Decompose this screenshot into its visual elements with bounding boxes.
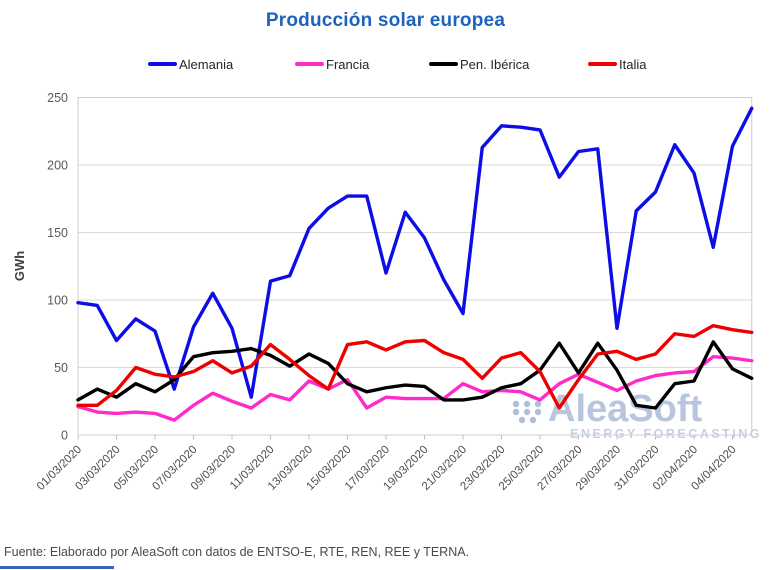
- source-note: Fuente: Elaborado por AleaSoft con datos…: [4, 545, 470, 559]
- legend-label: Pen. Ibérica: [460, 56, 530, 72]
- y-tick-label: 200: [47, 159, 68, 173]
- legend-label: Italia: [619, 56, 647, 72]
- aleasoft-watermark: AleaSoft: [548, 388, 702, 430]
- watermark-dots-icon: [518, 416, 526, 424]
- series-line-francia: [76, 355, 754, 422]
- legend-label: Alemania: [179, 56, 234, 72]
- legend-label: Francia: [326, 56, 370, 72]
- legend-item-pen-iberica: Pen. Ibérica: [429, 56, 529, 72]
- bottom-accent-line: [0, 566, 114, 569]
- y-tick-label: 0: [61, 429, 68, 443]
- watermark-dots-icon: [529, 416, 537, 424]
- series-line-italia: [76, 323, 754, 410]
- legend-swatch-italia: [588, 62, 617, 66]
- watermark-dots-icon: [512, 400, 520, 408]
- legend-swatch-alemania: [148, 62, 177, 66]
- watermark-dots-icon: [523, 408, 531, 416]
- legend-item-italia: Italia: [588, 56, 646, 72]
- watermark-dots-icon: [512, 408, 520, 416]
- legend-swatch-pen-iberica: [429, 62, 458, 66]
- y-axis-title: GWh: [12, 251, 27, 281]
- chart-title: Producción solar europea: [265, 10, 506, 31]
- watermark-dots-icon: [523, 400, 531, 408]
- watermark-dots-icon: [534, 408, 542, 416]
- watermark-dots-icon: [534, 400, 542, 408]
- y-tick-label: 150: [47, 226, 68, 240]
- y-tick-label: 250: [47, 91, 68, 105]
- y-tick-label: 50: [54, 361, 68, 375]
- series-line-pen-ib-rica: [76, 340, 754, 410]
- plot-border: [77, 97, 753, 436]
- legend-swatch-francia: [295, 62, 324, 66]
- aleasoft-watermark-tagline: ENERGY FORECASTING: [570, 427, 762, 441]
- legend-item-alemania: Alemania: [148, 56, 233, 72]
- series-line-alemania: [76, 106, 754, 399]
- y-tick-label: 100: [47, 294, 68, 308]
- legend-item-francia: Francia: [295, 56, 369, 72]
